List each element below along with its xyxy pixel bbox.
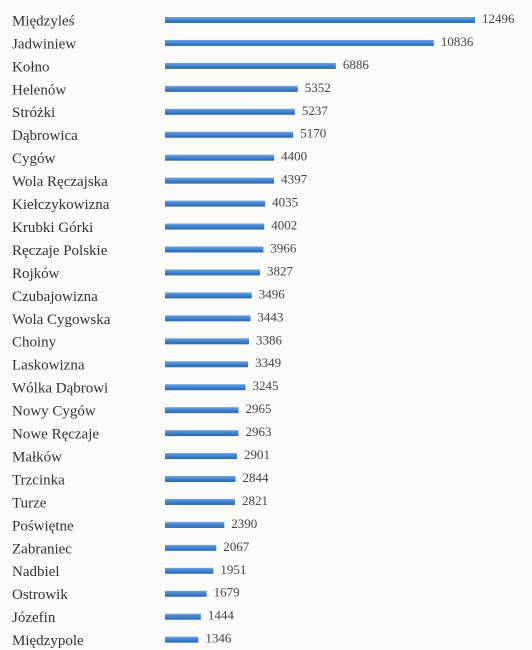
- category-label: Czubajowizna: [12, 289, 98, 305]
- value-label: 6886: [343, 57, 370, 72]
- value-label: 2963: [246, 424, 272, 439]
- category-label: Kiełczykowizna: [12, 197, 110, 213]
- category-label: Międzyleś: [12, 13, 75, 29]
- value-label: 5237: [302, 103, 329, 118]
- bar: [165, 177, 275, 184]
- value-label: 5352: [305, 80, 331, 95]
- value-label: 4397: [281, 172, 308, 187]
- value-label: 2965: [246, 401, 272, 416]
- value-label: 2067: [223, 539, 250, 554]
- value-label: 5170: [300, 126, 326, 141]
- bar: [165, 384, 246, 391]
- category-label: Helenów: [12, 82, 66, 98]
- category-label: Jadwiniew: [12, 36, 76, 52]
- bar: [165, 315, 251, 322]
- category-label: Laskowizna: [12, 358, 85, 374]
- bar: [165, 361, 249, 368]
- bar: [165, 590, 207, 597]
- category-label: Stróżki: [12, 105, 55, 121]
- bar: [165, 407, 239, 414]
- value-label: 2390: [231, 516, 257, 531]
- bar: [165, 85, 298, 92]
- value-label: 12496: [482, 11, 515, 26]
- bar: [165, 476, 236, 482]
- bar: [165, 453, 237, 460]
- value-label: 2901: [244, 447, 270, 462]
- category-label: Nowy Cygów: [12, 404, 96, 420]
- value-label: 4002: [271, 218, 297, 233]
- value-label: 2821: [242, 493, 268, 508]
- bar: [165, 39, 434, 46]
- category-label: Ręczaje Polskie: [12, 243, 108, 259]
- bar: [165, 636, 199, 643]
- bar: [165, 521, 225, 528]
- bar: [165, 498, 235, 505]
- bar: [165, 108, 295, 115]
- value-label: 4035: [272, 195, 298, 210]
- value-label: 10836: [441, 34, 474, 49]
- bar: [165, 200, 266, 207]
- value-label: 2844: [243, 470, 270, 485]
- category-label: Wólka Dąbrowi: [12, 381, 108, 397]
- category-label: Choiny: [12, 335, 57, 351]
- bar: [165, 154, 275, 161]
- value-label: 3443: [257, 309, 283, 324]
- value-label: 4400: [281, 149, 307, 164]
- category-label: Nowe Ręczaje: [12, 427, 99, 443]
- bar: [165, 223, 265, 230]
- category-label: Małków: [12, 449, 62, 465]
- category-label: Józefin: [12, 610, 56, 626]
- category-label: Dąbrowica: [12, 128, 78, 144]
- bar: [165, 62, 336, 69]
- category-label: Cygów: [12, 151, 56, 167]
- value-label: 3245: [253, 378, 279, 393]
- value-label: 1679: [214, 585, 240, 600]
- category-label: Nadbiel: [12, 564, 59, 580]
- bar: [165, 613, 201, 620]
- value-label: 1444: [208, 608, 235, 623]
- category-label: Międzypole: [12, 633, 84, 649]
- bar: [165, 292, 252, 299]
- category-label: Wola Ręczajska: [12, 174, 108, 190]
- bar: [165, 17, 475, 23]
- value-label: 3827: [267, 263, 294, 278]
- category-label: Kołno: [12, 59, 50, 75]
- category-label: Wola Cygowska: [12, 312, 111, 328]
- category-label: Krubki Górki: [12, 220, 93, 236]
- bar: [165, 246, 264, 253]
- category-label: Ostrowik: [12, 587, 68, 603]
- bar: [165, 338, 249, 345]
- bar: [165, 567, 214, 574]
- value-label: 3386: [256, 332, 283, 347]
- category-label: Poświętne: [12, 518, 74, 534]
- bar: [165, 269, 260, 276]
- value-label: 3496: [259, 286, 286, 301]
- category-label: Rojków: [12, 266, 60, 282]
- category-label: Turze: [12, 495, 47, 511]
- category-label: Zabraniec: [12, 541, 72, 557]
- value-label: 3966: [270, 240, 297, 255]
- bar: [165, 430, 239, 437]
- value-label: 1951: [220, 562, 246, 577]
- category-label: Trzcinka: [12, 472, 65, 488]
- value-label: 1346: [205, 631, 232, 646]
- bar: [165, 544, 217, 551]
- value-label: 3349: [255, 355, 281, 370]
- bar: [165, 131, 294, 138]
